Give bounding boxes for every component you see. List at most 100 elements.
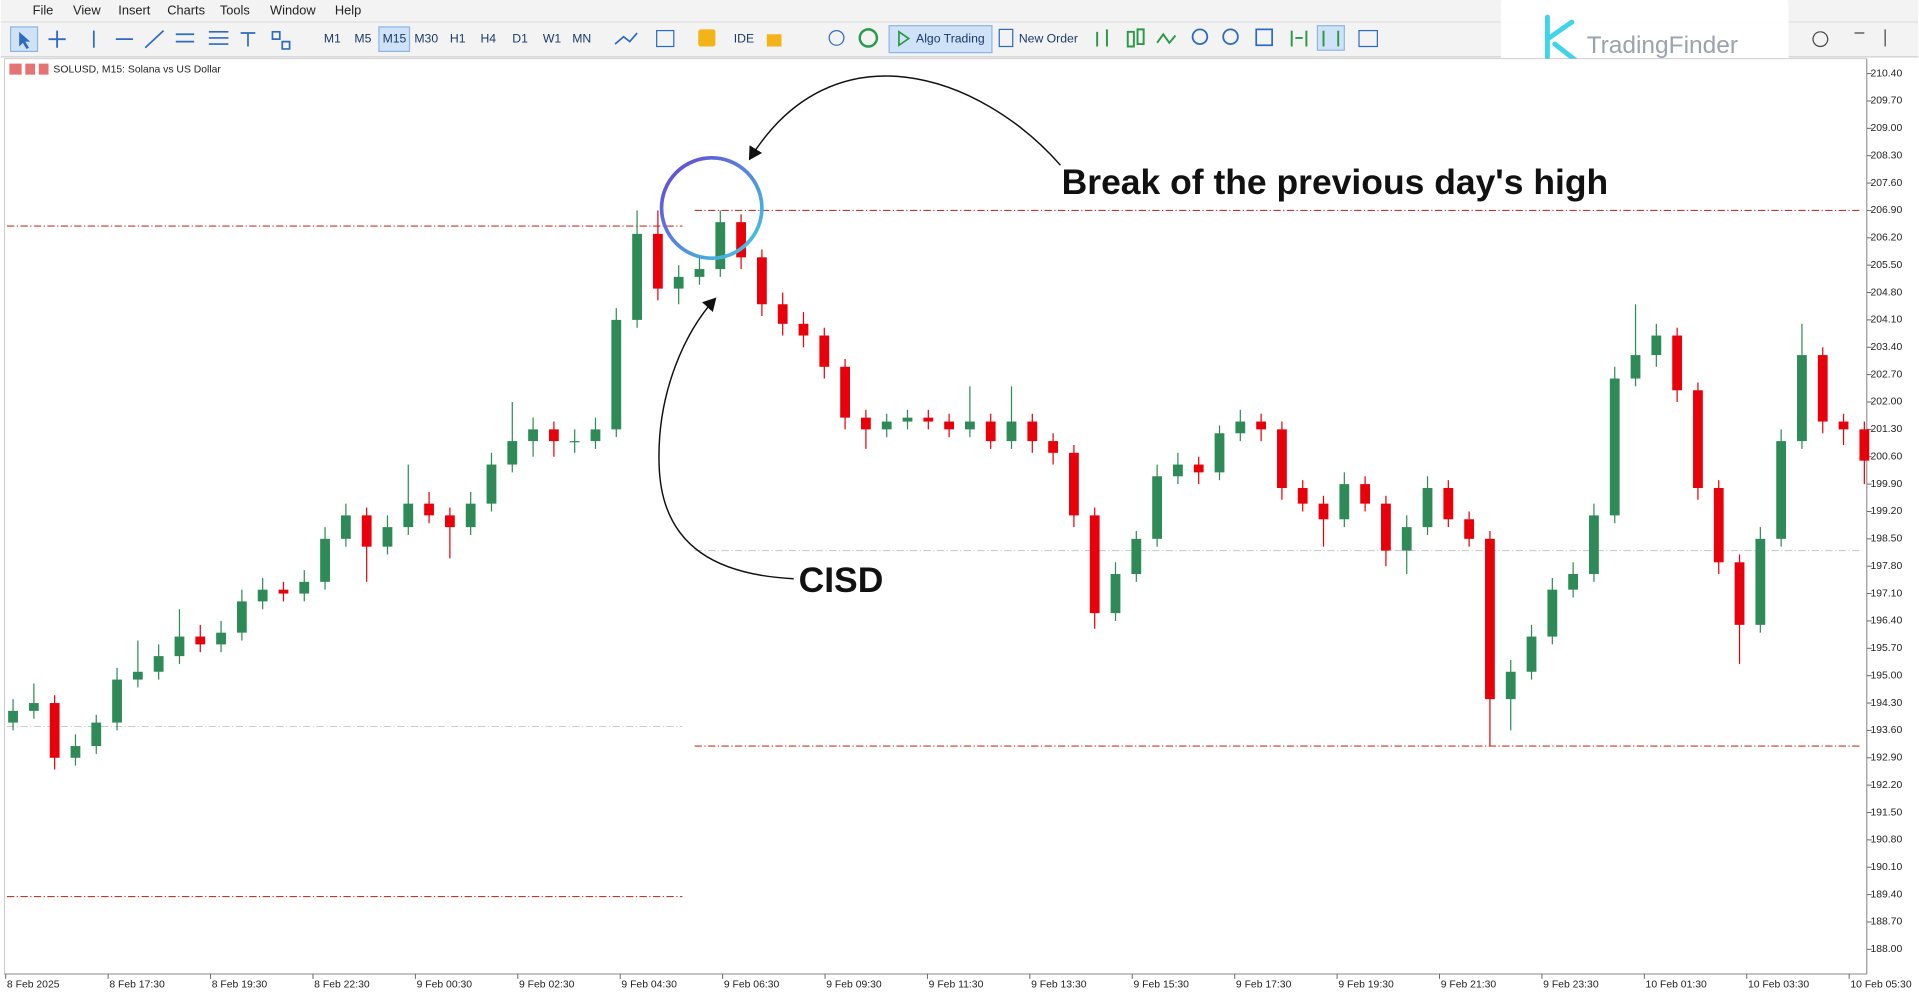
- timeframe-button[interactable]: D1: [512, 31, 528, 45]
- candle-body: [819, 335, 830, 367]
- candle-body: [236, 601, 247, 633]
- candle-body: [1360, 484, 1371, 504]
- candle-body: [153, 656, 164, 672]
- timeframe-button[interactable]: W1: [543, 31, 562, 45]
- candle-body: [1651, 335, 1662, 356]
- candle-body: [1609, 378, 1620, 516]
- candle-body: [840, 366, 850, 418]
- candle-body: [465, 503, 476, 528]
- menu-item[interactable]: Window: [270, 2, 316, 17]
- candle-body: [1235, 421, 1246, 434]
- candle-body: [1485, 538, 1495, 700]
- menu-item[interactable]: Help: [335, 2, 361, 17]
- candle-body: [486, 464, 497, 504]
- y-tick-label: 198.50: [1870, 534, 1902, 545]
- candle-body: [715, 222, 726, 270]
- timeframe-button[interactable]: M5: [354, 31, 371, 45]
- candle-body: [216, 632, 226, 645]
- candle-body: [985, 421, 996, 442]
- chart-area: [4, 58, 1868, 975]
- candle-body: [611, 319, 622, 430]
- logo-text: TradingFinder: [1587, 32, 1738, 59]
- candle-body: [1797, 355, 1807, 442]
- candle-body: [444, 515, 455, 528]
- y-tick-label: 197.80: [1870, 561, 1902, 572]
- candle-body: [132, 671, 143, 680]
- candle-body: [507, 441, 518, 465]
- candle-body: [881, 421, 892, 430]
- x-tick-label: 9 Feb 11:30: [929, 980, 984, 991]
- candle-body: [340, 515, 351, 539]
- x-tick-label: 9 Feb 17:30: [1236, 980, 1292, 991]
- candle-body: [673, 276, 684, 289]
- menu-item[interactable]: Tools: [220, 2, 250, 17]
- candle-body: [1464, 519, 1475, 539]
- candle-body: [1152, 476, 1163, 539]
- x-tick-label: 9 Feb 21:30: [1441, 980, 1497, 991]
- y-tick-label: 201.30: [1870, 424, 1902, 435]
- candle-body: [1069, 452, 1079, 516]
- candle-body: [590, 429, 601, 442]
- candle-body: [861, 417, 871, 430]
- arrow: [748, 75, 1061, 166]
- timeframe-button[interactable]: H1: [450, 31, 466, 45]
- candle-body: [569, 441, 580, 443]
- candle-body: [1131, 538, 1142, 575]
- arrow: [658, 297, 794, 580]
- candle-body: [8, 710, 18, 723]
- candle-body: [1297, 488, 1308, 504]
- candle-body: [278, 589, 289, 594]
- y-tick-label: 193.60: [1870, 725, 1902, 736]
- candle-body: [320, 538, 330, 582]
- timeframe-button[interactable]: MN: [572, 31, 591, 45]
- y-tick-label: 209.00: [1870, 123, 1902, 134]
- candle-body: [1027, 421, 1038, 442]
- candle-body: [1859, 429, 1870, 461]
- y-tick-label: 199.90: [1870, 479, 1902, 490]
- algo-trading-button[interactable]: [888, 25, 993, 54]
- candle-body: [91, 722, 102, 747]
- candle-body: [548, 429, 559, 442]
- y-tick-label: 208.30: [1870, 150, 1902, 161]
- menu-item[interactable]: View: [73, 2, 101, 17]
- annotation: Break of the previous day's high: [1062, 162, 1609, 202]
- y-tick-label: 195.70: [1870, 643, 1902, 654]
- new-order-button[interactable]: New Order: [1019, 31, 1078, 45]
- y-tick-label: 204.80: [1870, 287, 1902, 298]
- y-tick-label: 190.10: [1870, 862, 1902, 873]
- candle-body: [257, 589, 268, 602]
- candle-body: [1277, 429, 1287, 489]
- toolbar: M1 M5 M15 M30 H1 H4 D1 W1 MN IDE Algo Trading New O…: [9, 25, 1886, 54]
- candle-body: [70, 746, 81, 758]
- candle-body: [694, 269, 705, 277]
- menu-item[interactable]: Insert: [118, 2, 151, 17]
- timeframe-button[interactable]: M1: [324, 31, 341, 45]
- y-tick-label: 190.80: [1870, 835, 1902, 846]
- candle-body: [1006, 421, 1017, 442]
- menu-item[interactable]: File: [33, 2, 54, 17]
- candle-body: [1381, 503, 1391, 551]
- candle-body: [1713, 488, 1724, 563]
- y-tick-label: 210.40: [1870, 68, 1902, 79]
- y-tick-label: 191.50: [1870, 807, 1902, 818]
- candle-body: [1422, 488, 1433, 528]
- ide-button[interactable]: IDE: [734, 31, 754, 45]
- timeframe-button[interactable]: M15: [383, 31, 407, 45]
- y-tick-label: 206.20: [1870, 233, 1902, 244]
- menu-item[interactable]: Charts: [167, 2, 205, 17]
- candle-body: [1547, 589, 1558, 637]
- y-tick-label: 204.10: [1870, 315, 1902, 326]
- x-tick-label: 9 Feb 15:30: [1133, 980, 1189, 991]
- y-tick-label: 206.90: [1870, 205, 1902, 216]
- candle-body: [382, 527, 393, 547]
- candle-body: [1110, 574, 1121, 614]
- candle-body: [632, 233, 642, 320]
- candle-body: [1048, 441, 1058, 453]
- timeframe-button[interactable]: H4: [480, 31, 496, 45]
- chart-title: SOLUSD, M15: Solana vs US Dollar: [53, 64, 221, 75]
- algo-trading-label[interactable]: Algo Trading: [916, 31, 985, 45]
- y-tick-label: 202.00: [1870, 397, 1902, 408]
- candle-body: [424, 503, 434, 516]
- timeframe-button[interactable]: M30: [414, 31, 438, 45]
